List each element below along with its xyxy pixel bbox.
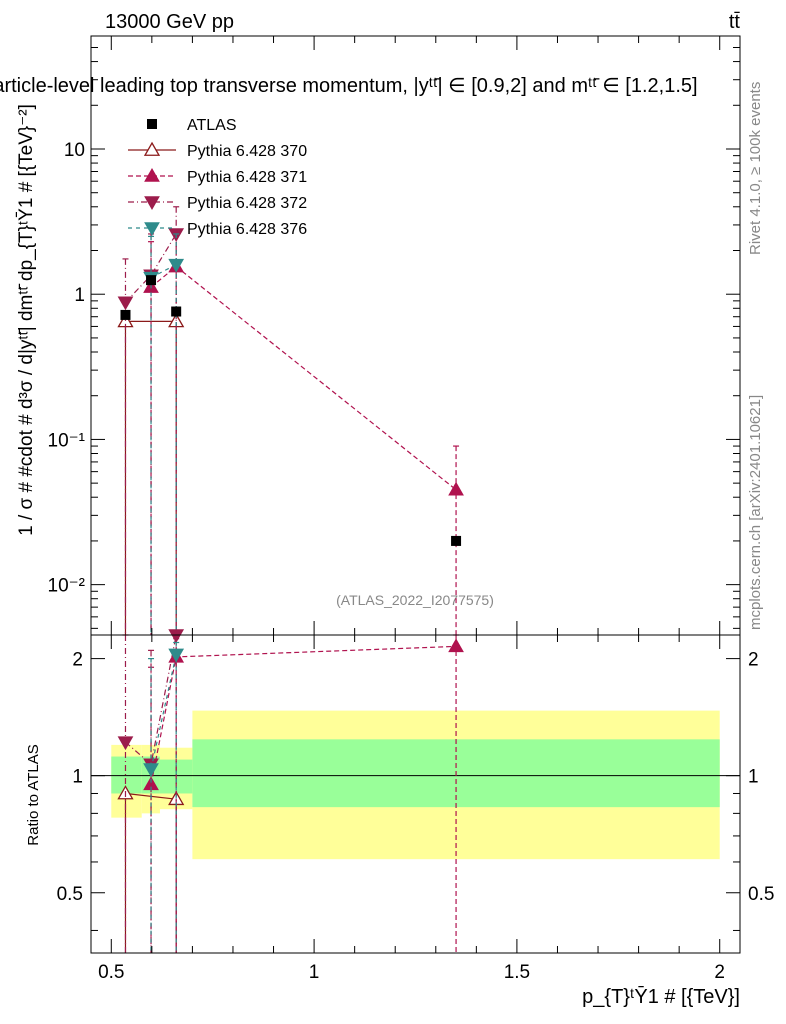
main-point-s2-p0 (117, 296, 134, 311)
x-tick-label: 1.5 (504, 962, 530, 983)
main-point-s3-p1 (168, 258, 185, 273)
side-label-mcplots: mcplots.cern.ch [arXiv:2401.10621] (747, 395, 764, 630)
ratio-line-series-3 (150, 654, 177, 770)
ratio-point-s3-p1 (168, 648, 185, 663)
main-line-series-2 (125, 233, 177, 303)
plot-title: Particle-level leading top transverse mo… (0, 75, 698, 97)
main-point-s1-p2 (448, 481, 464, 496)
axes-frames: 0.5 1 1.5 2 10⁻² 10⁻¹ 1 10 0.5 0.5 1 1 2 2 (48, 35, 774, 983)
process-label: tt̄ (729, 11, 741, 33)
ratio-point-s3-p0 (143, 763, 159, 778)
y-tick-label-ratio-right: 0.5 (748, 884, 774, 905)
y-tick-label-ratio-left: 1 (72, 767, 83, 788)
legend-marker-atlas (147, 119, 157, 129)
legend-label-0: Pythia 6.428 370 (187, 143, 307, 160)
y-tick-label-main: 10⁻¹ (48, 430, 86, 451)
main-line-series-1 (150, 265, 457, 491)
legend-marker-1 (144, 167, 160, 182)
legend-label-3: Pythia 6.428 376 (187, 221, 307, 238)
main-panel (117, 206, 464, 635)
ratio-line-series-2 (125, 634, 177, 766)
legend-label-1: Pythia 6.428 371 (187, 169, 307, 186)
ratio-point-s1-p2 (448, 638, 464, 653)
legend-marker-0 (143, 141, 161, 156)
ratio-uncertainty-bands (91, 710, 740, 860)
y-tick-label-main: 10 (64, 140, 85, 161)
atlas-point-1 (146, 275, 157, 286)
legend: ATLAS Pythia 6.428 370 Pythia 6.428 371 Pyt… (128, 117, 307, 238)
y-axis-label-ratio: Ratio to ATLAS (25, 744, 42, 845)
legend-marker-2 (144, 196, 160, 211)
y-tick-label-ratio-right: 2 (748, 650, 759, 671)
x-tick-label: 1 (309, 962, 320, 983)
ratio-point-s2-p2 (168, 629, 185, 644)
y-tick-label-ratio-right: 1 (748, 767, 759, 788)
legend-label-2: Pythia 6.428 372 (187, 195, 307, 212)
legend-marker-3 (144, 222, 160, 237)
x-tick-label: 2 (714, 962, 725, 983)
ratio-point-s2-p0 (117, 736, 134, 751)
analysis-watermark: (ATLAS_2022_I2077575) (336, 592, 494, 608)
legend-label-atlas: ATLAS (187, 117, 237, 134)
x-axis-label: p_{T}ᵗȲ1 # [{TeV}] (582, 985, 740, 1008)
y-tick-label-main: 10⁻² (48, 576, 86, 597)
x-tick-label: 0.5 (98, 962, 124, 983)
ratio-panel (117, 629, 464, 953)
energy-label: 13000 GeV pp (105, 11, 234, 33)
ratio-frame (90, 634, 741, 954)
y-tick-label-main: 1 (74, 285, 85, 306)
atlas-point-2 (171, 306, 182, 317)
side-label-rivet: Rivet 4.1.0, ≥ 100k events (747, 82, 764, 255)
y-tick-label-ratio-left: 2 (72, 650, 83, 671)
atlas-point-0 (120, 309, 131, 320)
y-tick-label-ratio-left: 0.5 (57, 884, 83, 905)
atlas-point-3 (451, 535, 462, 546)
y-axis-label-main: 1 / σ # #cdot # d³σ / d|yᵗᵗ̄| dmᵗᵗ̄ dp_{… (16, 104, 37, 536)
